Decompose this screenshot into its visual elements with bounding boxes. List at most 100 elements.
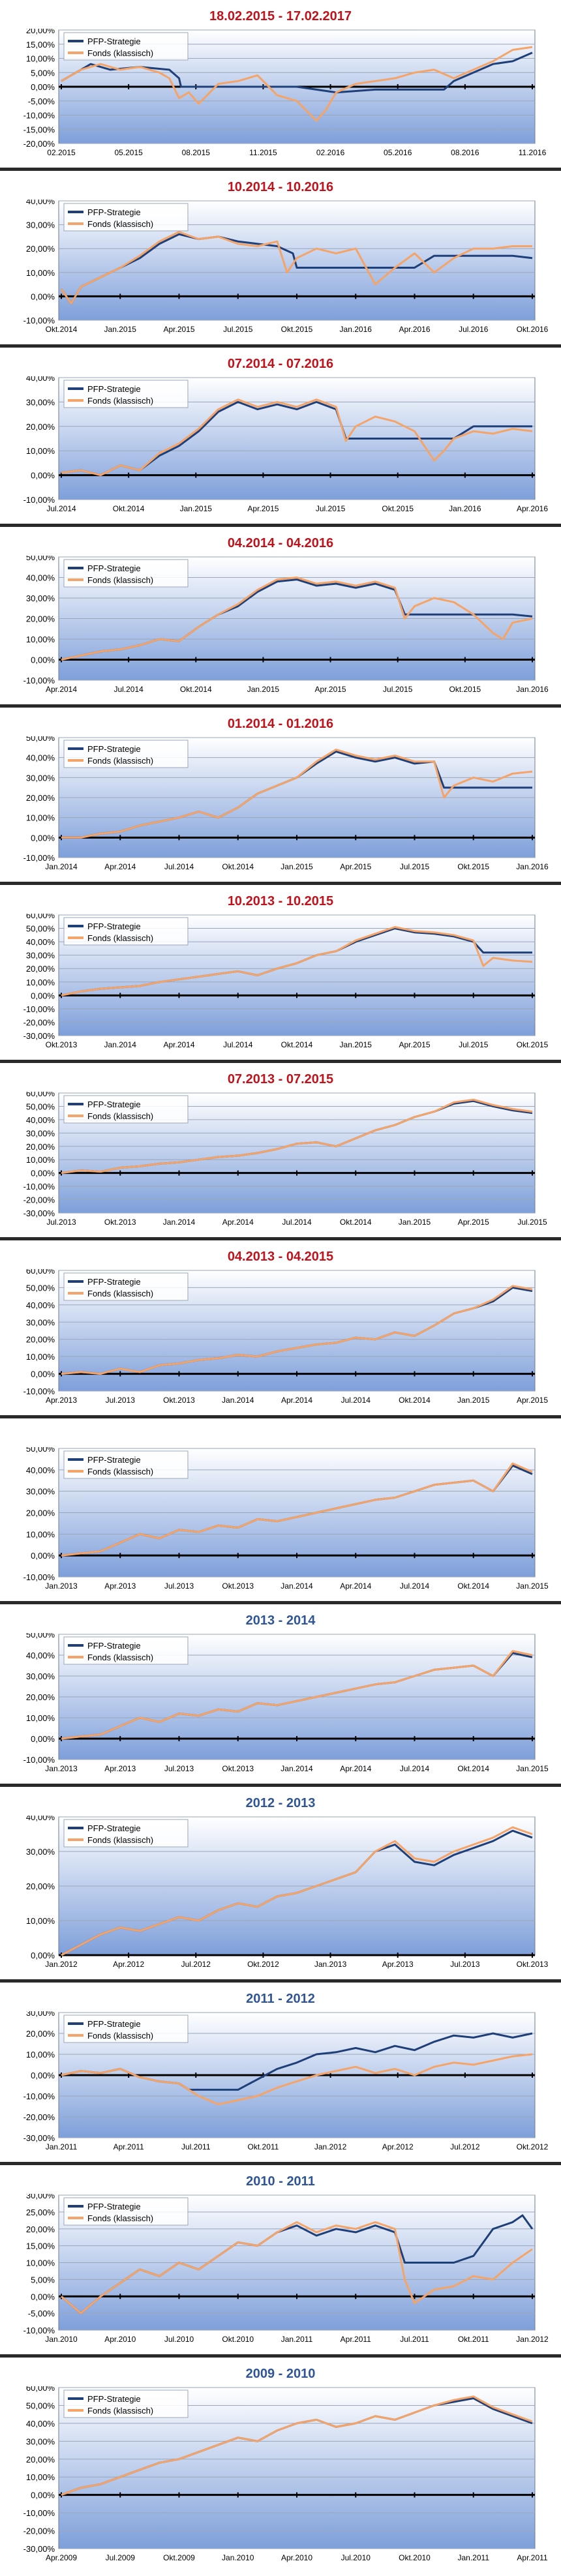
legend bbox=[63, 740, 189, 768]
x-tick-label: Okt.2013 bbox=[46, 1040, 78, 1049]
x-tick-label: Jan.2014 bbox=[45, 862, 78, 871]
y-tick-label: -10,00% bbox=[23, 853, 55, 863]
legend-label: Fonds (klassisch) bbox=[87, 2031, 153, 2041]
legend-label: Fonds (klassisch) bbox=[87, 2213, 153, 2223]
y-tick-label: -5,00% bbox=[28, 97, 55, 106]
x-tick-label: Jul.2010 bbox=[164, 2335, 194, 2344]
x-tick-label: Apr.2015 bbox=[315, 685, 346, 694]
legend bbox=[63, 2014, 189, 2043]
plot-area bbox=[58, 2387, 536, 2549]
y-tick-label: -20,00% bbox=[23, 139, 55, 149]
y-tick-label: 30,00% bbox=[26, 1128, 55, 1138]
y-tick-label: 20,00% bbox=[26, 29, 55, 35]
x-tick-label: Jul.2015 bbox=[459, 1040, 489, 1049]
chart-panel: 07.2013 - 07.2015 60,00% 50,00% 40,00% 30,00… bbox=[0, 1063, 561, 1240]
x-tick-label: Jan.2011 bbox=[46, 2142, 78, 2151]
x-tick-label: Apr.2010 bbox=[281, 2553, 312, 2562]
x-tick-label: Jan.2012 bbox=[314, 2142, 347, 2151]
y-tick-label: -15,00% bbox=[23, 125, 55, 134]
legend-label: PFP-Strategie bbox=[87, 1641, 141, 1651]
y-tick-label: -10,00% bbox=[23, 2326, 55, 2335]
y-tick-label: 30,00% bbox=[26, 1671, 55, 1681]
x-tick-label: Jul.2015 bbox=[223, 325, 253, 334]
y-tick-label: 20,00% bbox=[26, 2455, 55, 2464]
x-tick-label: Jul.2015 bbox=[316, 504, 346, 513]
chart-panel: 04.2013 - 04.2015 60,00% 50,00% 40,00% 30,00… bbox=[0, 1240, 561, 1418]
chart-title: 2009 - 2010 bbox=[245, 2367, 316, 2381]
x-tick-label: Jan.2014 bbox=[280, 1764, 313, 1773]
chart-title: 2011 - 2012 bbox=[246, 1992, 315, 2006]
x-tick-label: Apr.2013 bbox=[104, 1764, 136, 1773]
x-tick-label: Jan.2016 bbox=[516, 685, 549, 694]
x-tick-label: Okt.2014 bbox=[113, 504, 145, 513]
x-tick-label: Apr.2015 bbox=[517, 1396, 548, 1405]
x-tick-label: Jan.2014 bbox=[163, 1218, 196, 1227]
y-tick-label: -10,00% bbox=[23, 2091, 55, 2101]
legend-label: Fonds (klassisch) bbox=[87, 933, 153, 943]
y-tick-label: 60,00% bbox=[26, 2386, 55, 2393]
series-line-fund bbox=[61, 748, 533, 839]
chart-title: 2013 - 2014 bbox=[245, 1613, 316, 1628]
panel-divider bbox=[0, 168, 561, 171]
panel-divider bbox=[0, 1237, 561, 1240]
x-tick-label: Jul.2011 bbox=[400, 2335, 429, 2344]
y-tick-label: 20,00% bbox=[26, 422, 55, 432]
line-chart: 60,00% 50,00% 40,00% 30,00% 20,00% 10,00% 0,00… bbox=[23, 2386, 548, 2562]
y-tick-label: 10,00% bbox=[26, 635, 55, 644]
series-line-fund bbox=[61, 1098, 533, 1175]
legend bbox=[63, 917, 189, 946]
legend-label: PFP-Strategie bbox=[87, 207, 141, 217]
y-tick-label: 30,00% bbox=[26, 2011, 55, 2018]
y-tick-label: 50,00% bbox=[26, 2401, 55, 2410]
x-tick-label: Jan.2015 bbox=[399, 1218, 431, 1227]
x-tick-label: Okt.2014 bbox=[399, 1396, 431, 1405]
legend-label: PFP-Strategie bbox=[87, 1455, 141, 1465]
x-tick-label: Apr.2012 bbox=[113, 1960, 144, 1969]
y-tick-label: 30,00% bbox=[26, 220, 55, 230]
y-tick-label: 10,00% bbox=[26, 2258, 55, 2268]
x-tick-label: Apr.2014 bbox=[281, 1396, 312, 1405]
y-tick-label: 10,00% bbox=[26, 1529, 55, 1539]
y-tick-label: -20,00% bbox=[23, 2112, 55, 2122]
chart-title: 10.2013 - 10.2015 bbox=[227, 894, 334, 908]
panel-divider bbox=[0, 1060, 561, 1063]
y-tick-label: 0,00% bbox=[31, 1370, 55, 1379]
series-line-fund bbox=[60, 231, 532, 305]
y-tick-label: 10,00% bbox=[26, 813, 55, 823]
legend bbox=[63, 2197, 189, 2226]
x-tick-label: Apr.2014 bbox=[163, 1040, 194, 1049]
x-tick-label: Jul.2012 bbox=[181, 1960, 211, 1969]
y-tick-label: -20,00% bbox=[23, 1017, 55, 1027]
x-tick-label: Okt.2015 bbox=[382, 504, 414, 513]
x-tick-label: Apr.2013 bbox=[382, 1960, 414, 1969]
legend-label: Fonds (klassisch) bbox=[87, 756, 153, 766]
y-tick-label: 0,00% bbox=[31, 2071, 55, 2080]
y-tick-label: 0,00% bbox=[31, 991, 55, 1000]
x-tick-label: Jul.2010 bbox=[341, 2553, 371, 2562]
y-tick-label: 60,00% bbox=[26, 914, 55, 920]
chart-title: 04.2013 - 04.2015 bbox=[227, 1250, 334, 1264]
x-tick-label: 08.2016 bbox=[451, 148, 479, 157]
legend-label: Fonds (klassisch) bbox=[87, 2406, 153, 2416]
x-tick-label: Jul.2012 bbox=[450, 2142, 480, 2151]
x-tick-label: Jul.2014 bbox=[400, 1581, 430, 1591]
series-line-fund bbox=[61, 1650, 533, 1740]
chart-panel: 10.2014 - 10.2016 40,00% 30,00% 20,00% 10,00… bbox=[0, 171, 561, 348]
x-tick-label: Jul.2015 bbox=[400, 862, 430, 871]
x-tick-label: Apr.2013 bbox=[104, 1581, 136, 1591]
y-tick-label: -10,00% bbox=[23, 2508, 55, 2518]
legend-label: PFP-Strategie bbox=[87, 384, 141, 394]
line-chart: 50,00% 40,00% 30,00% 20,00% 10,00% 0,00% -10,0… bbox=[23, 736, 549, 871]
panel-divider bbox=[0, 1979, 561, 1983]
series-line-fund bbox=[61, 1462, 533, 1557]
y-tick-label: 50,00% bbox=[26, 1101, 55, 1111]
x-tick-label: Okt.2009 bbox=[163, 2553, 195, 2562]
x-tick-label: Okt.2015 bbox=[457, 862, 489, 871]
x-tick-label: Apr.2013 bbox=[46, 1396, 77, 1405]
series-line-fund bbox=[61, 2053, 533, 2106]
y-tick-label: 40,00% bbox=[26, 753, 55, 763]
legend-label: Fonds (klassisch) bbox=[87, 1835, 153, 1845]
legend-label: Fonds (klassisch) bbox=[87, 575, 153, 585]
y-tick-label: 20,00% bbox=[26, 1508, 55, 1518]
